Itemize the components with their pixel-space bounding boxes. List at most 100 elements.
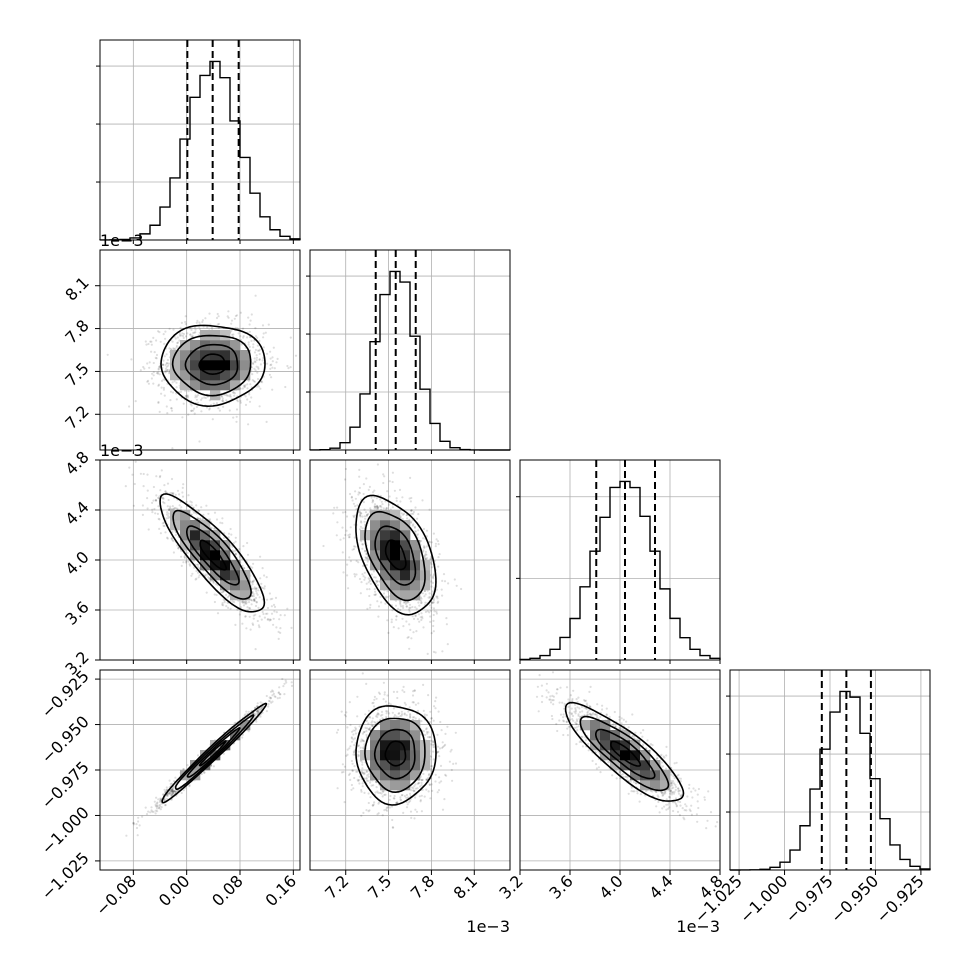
sample-point [401, 517, 404, 521]
density-cell [380, 580, 391, 591]
sample-point [627, 792, 630, 795]
sample-point [242, 601, 245, 604]
scatter-panel-3-1 [309, 669, 511, 871]
sample-point [162, 388, 165, 391]
sample-point [272, 346, 275, 349]
sample-point [452, 762, 455, 766]
sample-point [361, 732, 364, 735]
sample-point [406, 796, 410, 799]
sample-point [163, 798, 166, 801]
sample-point [677, 792, 681, 795]
sample-point [674, 801, 677, 804]
sample-point [259, 707, 262, 710]
density-cell [200, 350, 211, 361]
sample-point [615, 777, 618, 780]
sample-point [599, 771, 602, 774]
sample-point [187, 413, 190, 416]
density-cell [390, 570, 401, 581]
sample-point [170, 794, 173, 797]
sample-point [420, 597, 423, 600]
sample-point [209, 579, 212, 583]
sample-point [265, 694, 268, 698]
sample-point [257, 385, 261, 388]
sample-point [181, 332, 184, 335]
sample-point [157, 798, 160, 801]
sample-point [169, 390, 173, 393]
sample-point [158, 410, 161, 413]
density-cell [380, 530, 391, 541]
sample-point [595, 716, 598, 719]
sample-point [163, 788, 166, 792]
sample-point [367, 722, 370, 725]
sample-point [409, 476, 412, 479]
sample-point [219, 521, 222, 524]
sample-point [645, 747, 648, 750]
sample-point [358, 475, 361, 478]
sample-point [360, 814, 363, 817]
sample-point [541, 695, 544, 698]
sample-point [336, 521, 339, 524]
density-cell [410, 590, 421, 601]
sample-point [182, 789, 185, 792]
sample-point [625, 720, 628, 723]
sample-point [420, 612, 423, 615]
density-cell [410, 580, 421, 591]
sample-point [667, 801, 670, 804]
sample-point [286, 364, 289, 368]
sample-point [352, 750, 355, 753]
sample-point [374, 721, 377, 725]
sample-point [402, 811, 405, 815]
sample-point [255, 705, 258, 708]
sample-point [162, 363, 165, 366]
sample-point [343, 765, 346, 768]
sample-point [573, 710, 576, 713]
sample-point [366, 513, 369, 517]
sample-point [432, 650, 435, 654]
sample-point [269, 697, 272, 700]
sample-point [341, 551, 344, 554]
sample-point [185, 560, 188, 563]
sample-point [620, 717, 623, 720]
sample-point [251, 373, 254, 376]
sample-point [363, 515, 366, 518]
sample-point [371, 724, 374, 727]
sample-point [438, 747, 442, 750]
sample-point [240, 610, 243, 613]
sample-point [423, 546, 426, 549]
sample-point [170, 792, 174, 796]
sample-point [537, 710, 540, 713]
sample-point [141, 504, 144, 507]
sample-point [256, 349, 259, 352]
sample-point [377, 791, 380, 795]
sample-point [410, 789, 413, 792]
sample-point [568, 711, 571, 714]
sample-point [630, 790, 633, 793]
sample-point [243, 386, 246, 389]
sample-point [432, 719, 435, 722]
sample-point [369, 716, 372, 719]
sample-point [357, 753, 360, 756]
sample-point [267, 699, 271, 703]
sample-point [391, 471, 394, 474]
sample-point [243, 714, 246, 717]
sample-point [426, 610, 429, 613]
sample-point [277, 630, 280, 634]
sample-point [184, 395, 187, 398]
sample-point [267, 705, 270, 708]
sample-point [201, 319, 204, 322]
sample-point [599, 715, 602, 719]
sample-point [575, 698, 578, 701]
density-cell [370, 550, 381, 561]
y-axis-3: −1.025−1.000−0.975−0.950−0.925 [38, 666, 100, 904]
sample-point [399, 603, 402, 606]
sample-point [460, 587, 463, 591]
sample-point [372, 803, 375, 806]
sample-point [171, 788, 174, 791]
sample-point [172, 540, 175, 543]
sample-point [381, 789, 384, 793]
sample-point [239, 401, 242, 404]
sample-point [349, 745, 352, 748]
x-tick-label: 0.08 [208, 871, 247, 910]
sample-point [175, 346, 178, 349]
sample-point [248, 330, 251, 333]
